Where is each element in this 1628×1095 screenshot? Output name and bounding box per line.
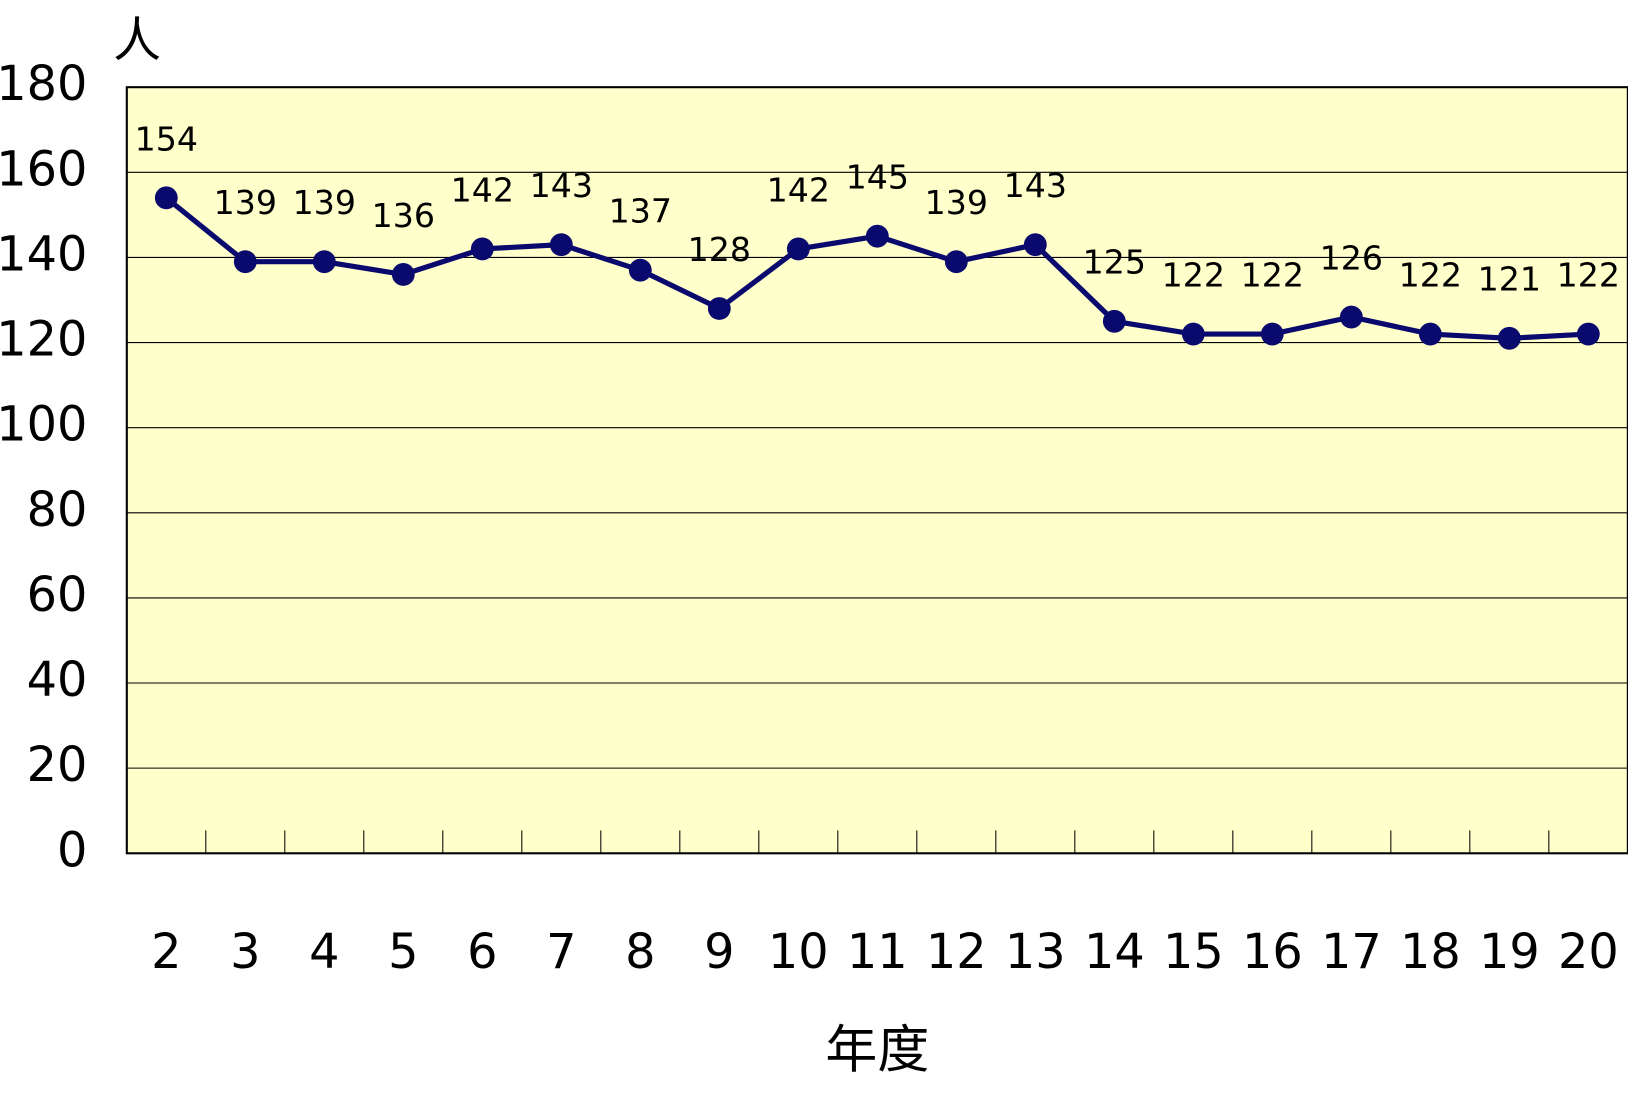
y-tick-label: 40 xyxy=(27,653,88,708)
data-label: 154 xyxy=(135,119,198,158)
data-label: 136 xyxy=(372,196,435,235)
data-point xyxy=(786,237,810,261)
data-label: 121 xyxy=(1478,260,1541,299)
data-point xyxy=(1576,322,1600,346)
x-tick-label: 6 xyxy=(467,925,497,980)
x-tick-label: 12 xyxy=(926,925,987,980)
data-label: 122 xyxy=(1399,255,1462,294)
data-point xyxy=(470,237,494,261)
data-label: 145 xyxy=(846,158,909,197)
data-point xyxy=(549,233,573,257)
data-label: 139 xyxy=(214,183,277,222)
y-tick-label: 60 xyxy=(27,568,88,623)
y-tick-label: 120 xyxy=(0,313,87,368)
data-label: 139 xyxy=(925,183,988,222)
x-tick-label: 20 xyxy=(1558,925,1619,980)
data-point xyxy=(865,224,889,248)
data-point xyxy=(391,263,415,286)
x-tick-label: 15 xyxy=(1163,925,1224,980)
data-point xyxy=(707,297,731,320)
data-point xyxy=(628,258,652,282)
x-tick-label: 3 xyxy=(230,925,260,980)
x-tick-label: 5 xyxy=(388,925,418,980)
data-label: 128 xyxy=(688,230,751,269)
y-tick-label: 140 xyxy=(0,227,87,282)
y-tick-label: 80 xyxy=(27,483,88,538)
y-axis-label: 人 xyxy=(113,14,161,69)
y-tick-label: 180 xyxy=(0,57,87,112)
x-tick-label: 17 xyxy=(1321,925,1382,980)
plot-area xyxy=(125,86,1628,855)
x-tick-label: 9 xyxy=(704,925,734,980)
data-point xyxy=(154,186,178,210)
data-label: 142 xyxy=(767,170,830,209)
data-point xyxy=(1181,322,1205,346)
y-tick-label: 160 xyxy=(0,142,87,197)
data-point xyxy=(1102,309,1126,333)
x-axis-label: 年度 xyxy=(825,1021,929,1081)
x-tick-label: 10 xyxy=(768,925,829,980)
x-tick-label: 7 xyxy=(546,925,576,980)
x-tick-label: 14 xyxy=(1084,925,1145,980)
data-label: 126 xyxy=(1320,238,1383,277)
y-tick-label: 20 xyxy=(27,738,88,793)
data-point xyxy=(1418,322,1442,346)
data-label: 143 xyxy=(530,166,593,205)
x-tick-label: 18 xyxy=(1400,925,1461,980)
data-label: 142 xyxy=(451,170,514,209)
data-point xyxy=(233,250,257,274)
data-label: 125 xyxy=(1083,243,1146,282)
data-point xyxy=(944,250,968,274)
data-label: 137 xyxy=(609,192,672,231)
data-label: 122 xyxy=(1557,255,1620,294)
x-tick-label: 4 xyxy=(309,925,339,980)
data-label: 122 xyxy=(1162,255,1225,294)
data-point xyxy=(1497,326,1521,350)
data-label: 139 xyxy=(293,183,356,222)
data-point xyxy=(312,250,336,274)
data-point xyxy=(1339,305,1363,329)
x-tick-label: 8 xyxy=(625,925,655,980)
x-tick-label: 16 xyxy=(1242,925,1303,980)
x-tick-label: 11 xyxy=(847,925,908,980)
data-label: 143 xyxy=(1004,166,1067,205)
data-label: 122 xyxy=(1241,255,1304,294)
y-tick-label: 100 xyxy=(0,398,87,453)
y-tick-label: 0 xyxy=(57,823,87,878)
x-tick-label: 2 xyxy=(151,925,181,980)
x-tick-label: 13 xyxy=(1005,925,1066,980)
data-point xyxy=(1023,233,1047,257)
x-tick-label: 19 xyxy=(1479,925,1540,980)
data-point xyxy=(1260,322,1284,346)
